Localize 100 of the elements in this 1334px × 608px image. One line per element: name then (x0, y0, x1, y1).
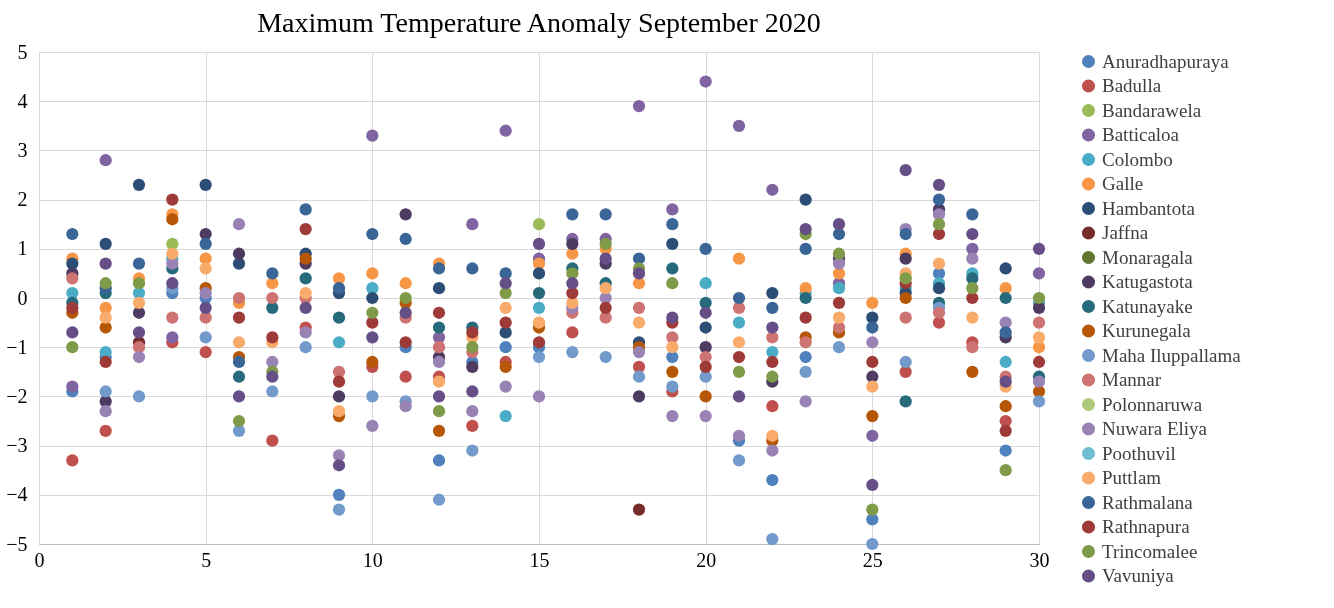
point (266, 385, 279, 398)
point (666, 262, 679, 275)
point (132, 257, 146, 270)
point (832, 227, 846, 241)
point (66, 454, 79, 467)
point (666, 277, 679, 290)
point (599, 237, 612, 250)
point (432, 341, 446, 354)
point (432, 424, 446, 437)
point (166, 311, 179, 324)
point (666, 203, 679, 216)
point (299, 341, 312, 354)
x-tick-label: 10 (362, 548, 383, 571)
point (332, 375, 346, 388)
point (799, 336, 812, 349)
point (732, 316, 746, 329)
y-tick-label: −5 (6, 532, 28, 555)
point (99, 424, 112, 437)
point (66, 341, 79, 354)
point (632, 277, 646, 290)
point (866, 355, 879, 369)
point (666, 365, 679, 378)
point (199, 178, 212, 191)
point (299, 252, 312, 265)
point (699, 390, 712, 403)
point (199, 301, 212, 314)
point (632, 267, 646, 280)
point (866, 321, 879, 334)
legend-label: Puttlam (1102, 467, 1162, 488)
point (999, 326, 1012, 339)
point (99, 237, 112, 250)
point (66, 380, 79, 393)
point (499, 316, 512, 329)
point (666, 218, 679, 231)
point (732, 350, 746, 364)
point (566, 237, 579, 250)
point (399, 370, 412, 383)
point (299, 272, 312, 285)
point (732, 252, 746, 265)
point (499, 409, 512, 423)
point (832, 311, 846, 324)
point (466, 360, 479, 373)
point (932, 218, 946, 231)
point (799, 193, 812, 206)
point (566, 286, 579, 300)
y-tick-label: −2 (6, 384, 28, 407)
point (766, 370, 779, 383)
point (899, 163, 912, 177)
point (266, 267, 279, 280)
point (432, 390, 446, 403)
point (132, 350, 146, 364)
point (766, 355, 779, 369)
y-tick-label: 4 (17, 89, 28, 112)
point (132, 326, 146, 339)
y-tick-label: 0 (17, 286, 28, 309)
point (632, 503, 646, 516)
point (332, 311, 346, 324)
point (532, 237, 546, 250)
point (166, 277, 179, 290)
point (499, 380, 512, 393)
point (366, 227, 379, 241)
legend-label: Batticaloa (1102, 124, 1180, 145)
point (332, 390, 346, 403)
point (366, 306, 379, 319)
point (332, 282, 346, 295)
point (599, 282, 612, 295)
point (366, 291, 379, 305)
point (466, 262, 479, 275)
point (999, 375, 1012, 388)
y-tick-label: 2 (17, 188, 28, 211)
point (532, 350, 546, 364)
point (532, 316, 546, 329)
x-tick-label: 25 (862, 548, 883, 571)
legend-label: Maha Iluppallama (1102, 344, 1242, 366)
point (632, 316, 646, 329)
point (832, 296, 846, 310)
point (232, 390, 246, 403)
point (1032, 291, 1046, 305)
point (532, 301, 546, 314)
point (299, 286, 312, 300)
point (599, 301, 612, 314)
point (266, 331, 279, 344)
legend-label: Galle (1102, 173, 1144, 194)
point (532, 286, 546, 300)
point (232, 414, 246, 428)
point (332, 336, 346, 349)
point (132, 390, 146, 403)
point (266, 434, 279, 447)
point (599, 208, 612, 221)
point (899, 227, 912, 241)
point (466, 341, 479, 354)
point (199, 237, 212, 250)
point (732, 390, 746, 403)
point (432, 493, 446, 506)
point (366, 129, 379, 142)
legend-label: Colombo (1102, 148, 1173, 170)
point (966, 282, 979, 295)
point (766, 321, 779, 334)
y-tick-label: −3 (6, 434, 28, 457)
point (532, 390, 546, 403)
